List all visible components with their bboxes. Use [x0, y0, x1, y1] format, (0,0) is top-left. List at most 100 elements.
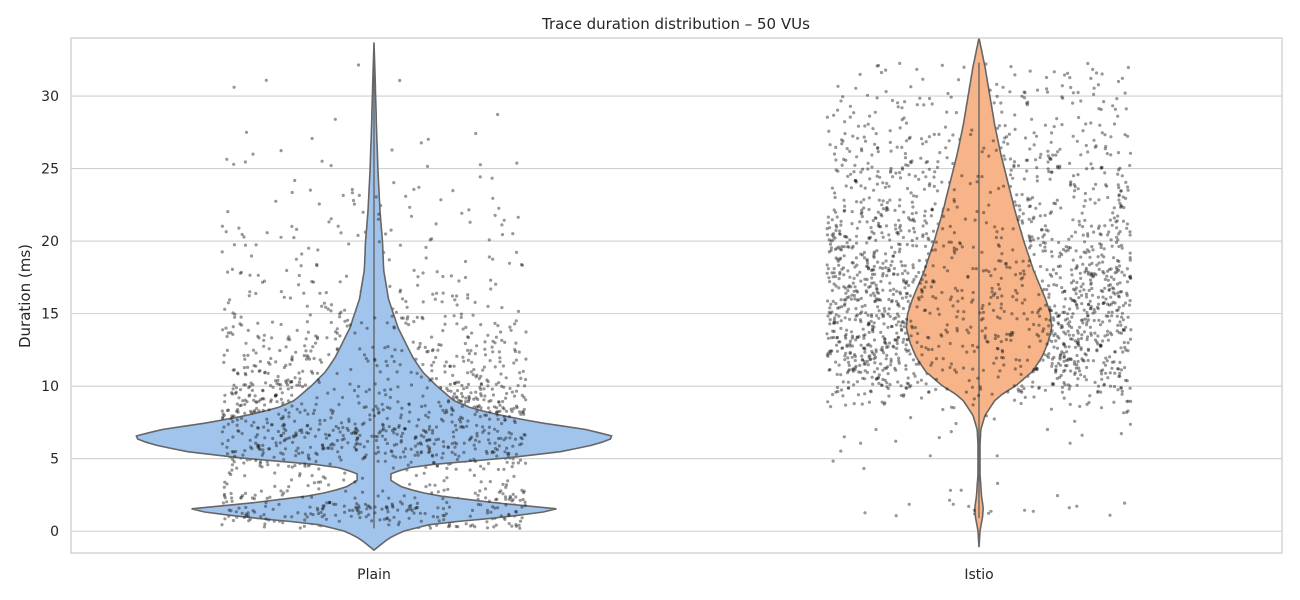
data-point-istio: [898, 61, 902, 65]
data-point-plain: [398, 290, 402, 294]
data-point-istio: [834, 313, 838, 317]
data-point-istio: [872, 255, 876, 259]
data-point-plain: [391, 454, 395, 458]
data-point-istio: [845, 344, 849, 348]
data-point-istio: [1085, 338, 1089, 342]
data-point-istio: [876, 291, 881, 295]
data-point-plain: [357, 193, 361, 197]
data-point-plain: [483, 394, 487, 398]
data-point-istio: [846, 174, 850, 178]
data-point-istio: [1086, 348, 1091, 352]
data-point-istio: [1068, 384, 1072, 388]
data-point-istio: [854, 86, 858, 90]
data-point-plain: [392, 325, 396, 329]
data-point-istio: [893, 223, 898, 227]
data-point-istio: [987, 511, 991, 515]
data-point-istio: [959, 488, 963, 492]
data-point-istio: [1086, 234, 1090, 238]
data-point-istio: [1110, 314, 1114, 318]
data-point-plain: [466, 371, 470, 375]
data-point-istio: [1114, 240, 1119, 244]
data-point-plain: [368, 418, 372, 422]
data-point-istio: [1115, 97, 1119, 101]
data-point-plain: [442, 518, 446, 522]
data-point-plain: [506, 452, 510, 456]
data-point-plain: [475, 423, 479, 428]
data-point-istio: [1089, 121, 1093, 125]
data-point-istio: [1115, 308, 1119, 313]
data-point-istio: [987, 154, 991, 158]
data-point-plain: [336, 224, 340, 228]
data-point-plain: [487, 399, 491, 403]
data-point-istio: [834, 390, 838, 394]
data-point-istio: [889, 357, 893, 361]
data-point-plain: [430, 363, 434, 367]
data-point-istio: [827, 238, 831, 242]
data-point-istio: [840, 346, 845, 350]
data-point-istio: [858, 318, 863, 322]
data-point-plain: [373, 357, 377, 361]
data-point-plain: [522, 433, 526, 437]
data-point-plain: [417, 185, 421, 189]
data-point-plain: [431, 348, 435, 352]
data-point-plain: [376, 411, 381, 415]
data-point-plain: [249, 381, 253, 385]
data-point-istio: [1107, 310, 1111, 314]
data-point-istio: [1113, 350, 1117, 354]
data-point-istio: [829, 246, 834, 250]
data-point-plain: [258, 359, 262, 364]
data-point-plain: [278, 387, 283, 391]
data-point-istio: [1064, 332, 1068, 336]
data-point-istio: [907, 348, 911, 353]
data-point-istio: [1001, 85, 1005, 89]
data-point-plain: [392, 181, 396, 185]
data-point-plain: [405, 305, 409, 309]
data-point-istio: [832, 318, 836, 322]
data-point-istio: [1086, 61, 1090, 66]
data-point-istio: [985, 339, 989, 344]
data-point-plain: [261, 388, 265, 392]
data-point-plain: [348, 382, 352, 386]
data-point-istio: [903, 264, 907, 268]
data-point-istio: [879, 362, 883, 366]
data-point-istio: [889, 363, 893, 367]
data-point-plain: [381, 428, 385, 432]
data-point-istio: [1014, 203, 1018, 207]
data-point-istio: [897, 356, 901, 360]
data-point-plain: [316, 511, 321, 516]
data-point-plain: [427, 450, 431, 455]
data-point-istio: [898, 292, 903, 296]
data-point-plain: [445, 386, 449, 391]
data-point-istio: [1022, 90, 1026, 94]
data-point-istio: [883, 337, 887, 341]
data-point-plain: [295, 328, 299, 332]
data-point-plain: [243, 371, 247, 376]
data-point-istio: [1032, 215, 1036, 219]
data-point-istio: [1057, 314, 1061, 318]
data-point-plain: [388, 406, 392, 410]
data-point-plain: [514, 358, 519, 362]
data-point-plain: [496, 112, 500, 117]
data-point-plain: [488, 417, 492, 421]
data-point-istio: [907, 216, 911, 220]
data-point-plain: [504, 436, 508, 440]
data-point-plain: [390, 314, 394, 318]
data-point-plain: [466, 335, 470, 340]
data-point-plain: [256, 426, 260, 430]
data-point-plain: [511, 444, 515, 448]
data-point-istio: [839, 449, 843, 453]
data-point-istio: [832, 113, 836, 117]
data-point-plain: [324, 432, 328, 436]
data-point-plain: [367, 388, 371, 392]
data-point-istio: [1084, 323, 1089, 327]
data-point-istio: [1012, 398, 1017, 402]
data-point-plain: [239, 270, 243, 274]
data-point-istio: [1075, 504, 1079, 508]
data-point-istio: [1113, 271, 1117, 275]
data-point-istio: [1112, 277, 1116, 281]
data-point-istio: [826, 354, 830, 358]
data-point-istio: [880, 312, 884, 316]
data-point-istio: [1056, 166, 1060, 170]
data-point-plain: [220, 224, 224, 228]
data-point-plain: [423, 404, 427, 408]
